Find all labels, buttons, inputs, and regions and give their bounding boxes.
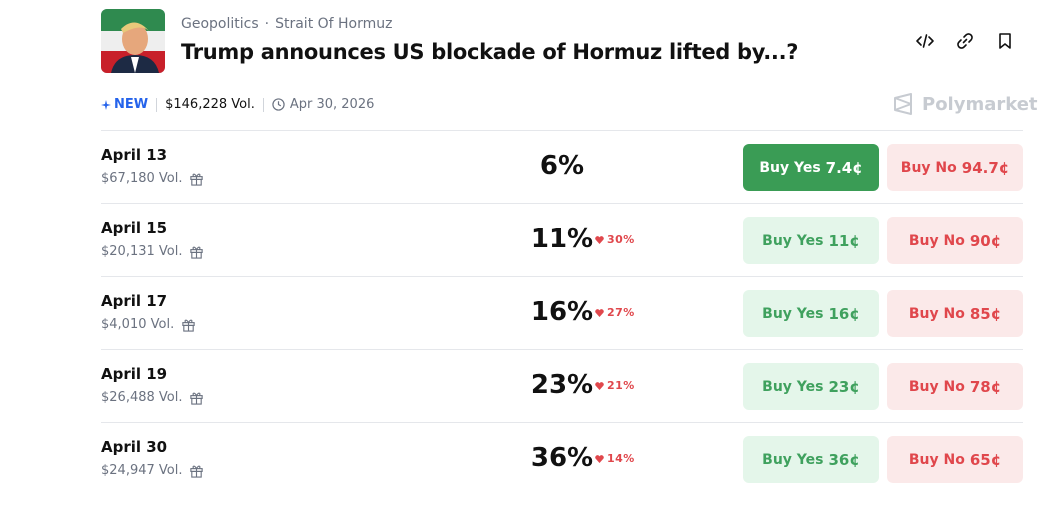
down-icon xyxy=(595,308,604,317)
down-icon xyxy=(595,235,604,244)
button-label: Buy Yes xyxy=(762,232,824,249)
bookmark-icon[interactable] xyxy=(995,31,1015,51)
chance: 16% xyxy=(530,297,594,327)
market-volume: $146,228 Vol. xyxy=(165,97,255,112)
divider xyxy=(156,97,158,112)
change-text: 30% xyxy=(607,233,635,246)
gift-icon xyxy=(190,392,204,405)
button-label: Buy Yes xyxy=(762,305,824,322)
market-image xyxy=(101,9,165,73)
outcome-row: April 17 $4,010 Vol. 16% 27% Buy Yes 16¢ Buy N… xyxy=(101,276,1023,350)
buy-no-button[interactable]: Buy No 94.7¢ xyxy=(887,144,1023,191)
buy-yes-button[interactable]: Buy Yes 7.4¢ xyxy=(743,144,879,191)
brand-logo xyxy=(894,93,912,115)
chance: 11% xyxy=(530,224,594,254)
chance: 6% xyxy=(539,151,585,181)
volume-text: $20,131 Vol. xyxy=(101,244,183,259)
outcome-volume: $67,180 Vol. xyxy=(101,171,204,186)
clock-icon xyxy=(272,98,285,111)
outcome-label: April 19 xyxy=(101,365,168,383)
outcome-row: April 15 $20,131 Vol. 11% 30% Buy Yes 11¢ Buy … xyxy=(101,203,1023,277)
change: 14% xyxy=(595,452,635,465)
new-badge: NEW xyxy=(101,97,148,112)
gift-icon xyxy=(190,246,204,259)
change: 27% xyxy=(595,306,635,319)
price: 90¢ xyxy=(969,231,1002,250)
change-text: 27% xyxy=(607,306,635,319)
buy-yes-button[interactable]: Buy Yes 36¢ xyxy=(743,436,879,483)
outcome-row: April 13 $67,180 Vol. 6% Buy Yes 7.4¢ Buy No 9… xyxy=(101,130,1023,204)
outcome-label: April 13 xyxy=(101,146,168,164)
button-label: Buy No xyxy=(908,305,965,322)
change-text: 14% xyxy=(607,452,635,465)
separator: · xyxy=(264,16,270,32)
image xyxy=(101,9,165,73)
price: 11¢ xyxy=(828,231,860,250)
brand[interactable]: Polymarket xyxy=(892,93,1038,115)
meta-bar: NEW $146,228 Vol. Apr 30, 2026 xyxy=(101,97,374,112)
market-title: Trump announces US blockade of Hormuz li… xyxy=(181,40,799,64)
volume-text: $26,488 Vol. xyxy=(101,390,183,405)
price: 7.4¢ xyxy=(825,158,863,177)
down-icon xyxy=(595,454,604,463)
button-label: Buy No xyxy=(908,378,965,395)
outcome-volume: $4,010 Vol. xyxy=(101,317,196,332)
price: 78¢ xyxy=(969,377,1002,396)
buy-no-button[interactable]: Buy No 85¢ xyxy=(887,290,1023,337)
volume-text: $4,010 Vol. xyxy=(101,317,175,332)
end-date-text: Apr 30, 2026 xyxy=(289,97,375,112)
price: 16¢ xyxy=(828,304,860,323)
outcome-volume: $26,488 Vol. xyxy=(101,390,204,405)
link-icon[interactable] xyxy=(955,31,975,51)
button-label: Buy Yes xyxy=(762,451,824,468)
price: 36¢ xyxy=(828,450,860,469)
gift-icon xyxy=(190,173,204,186)
buy-no-button[interactable]: Buy No 65¢ xyxy=(887,436,1023,483)
outcome-label: April 15 xyxy=(101,219,168,237)
embed-icon[interactable] xyxy=(915,31,935,51)
volume-text: $67,180 Vol. xyxy=(101,171,183,186)
price: 23¢ xyxy=(828,377,860,396)
badge-text: NEW xyxy=(114,97,149,112)
volume-text: $24,947 Vol. xyxy=(101,463,183,478)
price: 85¢ xyxy=(969,304,1002,323)
buy-no-button[interactable]: Buy No 90¢ xyxy=(887,217,1023,264)
price: 65¢ xyxy=(969,450,1002,469)
change: 21% xyxy=(595,379,635,392)
outcome-volume: $20,131 Vol. xyxy=(101,244,204,259)
breadcrumb: Geopolitics · Strait Of Hormuz xyxy=(181,16,399,32)
category[interactable]: Geopolitics xyxy=(181,16,259,32)
button-label: Buy Yes xyxy=(762,378,824,395)
sparkle-icon xyxy=(101,99,111,110)
divider xyxy=(262,97,264,112)
end-date: Apr 30, 2026 xyxy=(272,97,375,112)
button-label: Buy No xyxy=(900,159,957,176)
brand-name: Polymarket xyxy=(922,93,1038,115)
outcome-row: April 30 $24,947 Vol. 36% 14% Buy Yes 36¢ Buy … xyxy=(101,422,1023,496)
down-icon xyxy=(595,381,604,390)
change: 30% xyxy=(595,233,635,246)
gift-icon xyxy=(190,465,204,478)
buy-no-button[interactable]: Buy No 78¢ xyxy=(887,363,1023,410)
outcome-label: April 17 xyxy=(101,292,168,310)
outcome-volume: $24,947 Vol. xyxy=(101,463,204,478)
buy-yes-button[interactable]: Buy Yes 16¢ xyxy=(743,290,879,337)
chance: 36% xyxy=(530,443,594,473)
buy-yes-button[interactable]: Buy Yes 11¢ xyxy=(743,217,879,264)
chance: 23% xyxy=(530,370,594,400)
subcategory[interactable]: Strait Of Hormuz xyxy=(275,16,393,32)
change-text: 21% xyxy=(607,379,635,392)
outcome-row: April 19 $26,488 Vol. 23% 21% Buy Yes 23¢ Buy … xyxy=(101,349,1023,423)
outcome-label: April 30 xyxy=(101,438,168,456)
button-label: Buy Yes xyxy=(759,159,821,176)
gift-icon xyxy=(182,319,195,332)
button-label: Buy No xyxy=(908,232,965,249)
price: 94.7¢ xyxy=(961,158,1010,177)
button-label: Buy No xyxy=(908,451,965,468)
buy-yes-button[interactable]: Buy Yes 23¢ xyxy=(743,363,879,410)
